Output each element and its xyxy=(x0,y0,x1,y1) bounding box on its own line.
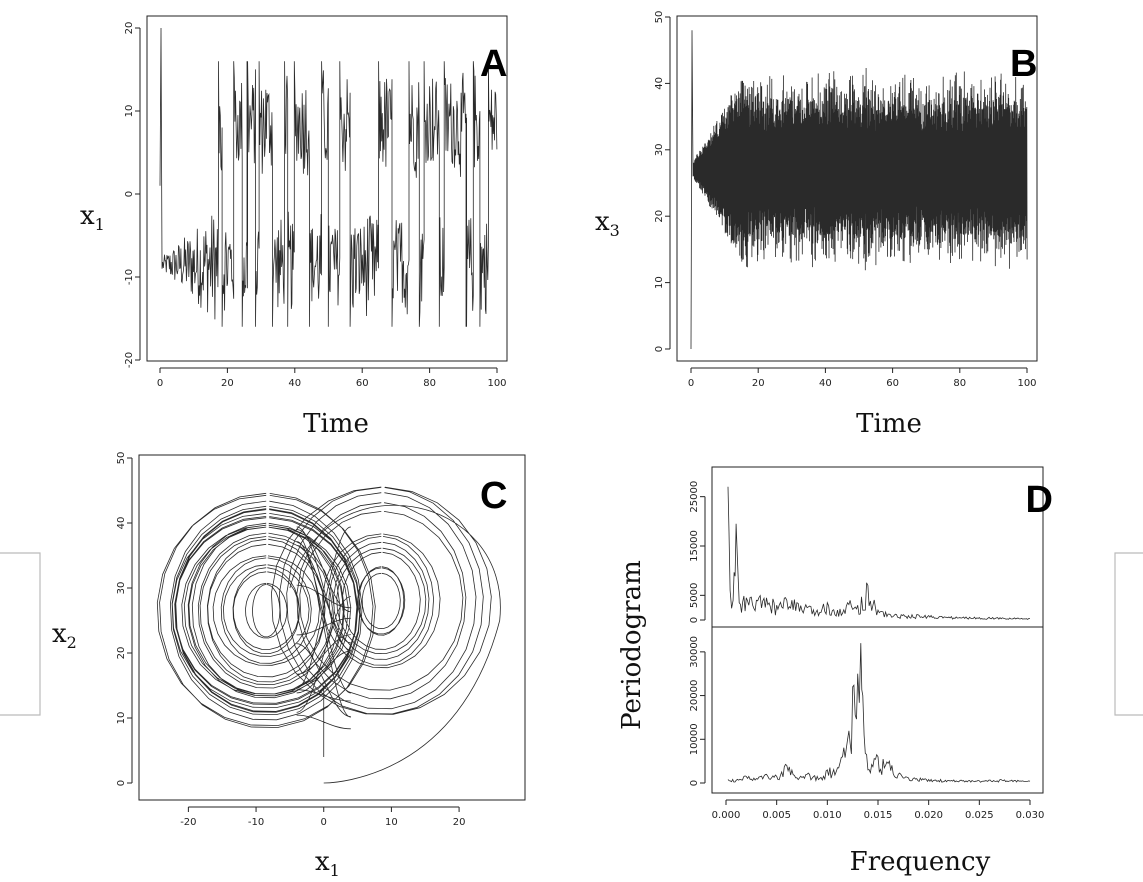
panel-a-x-tick-label: 20 xyxy=(221,378,234,389)
panel-b-x-tick-label: 0 xyxy=(688,378,694,389)
panel-b-axes: 0 20 40 60 80 100 0 10 20 30 40 50 xyxy=(654,11,1037,389)
panel-a-x-tick-label: 0 xyxy=(157,378,163,389)
panel-c-x-tick-label: 0 xyxy=(321,817,327,828)
panel-a-ylabel-main: x xyxy=(80,201,95,231)
panel-d-frame xyxy=(711,466,1044,794)
panel-c-y-tick-label: 20 xyxy=(116,647,127,660)
panel-a-x-tick-label: 40 xyxy=(288,378,301,389)
panel-b-ylabel-sub: 3 xyxy=(610,221,620,240)
panel-a-x-tick-label: 60 xyxy=(356,378,369,389)
panel-d-bottom-periodogram xyxy=(727,643,1031,783)
panel-b-x-tick-label: 20 xyxy=(752,378,765,389)
panel-d-bottom-y-tick-label: 0 xyxy=(689,780,700,786)
panel-a-ylabel-sub: 1 xyxy=(95,215,105,234)
panel-c-xlabel-main: x xyxy=(315,847,330,877)
panel-d-letter: D xyxy=(1026,479,1053,521)
panel-a-axes: 0 20 40 60 80 100 -20 -10 0 10 20 xyxy=(124,22,507,389)
panel-d-bottom-x-tick-label: 0.000 xyxy=(712,810,741,821)
panel-d-ylabel: Periodogram xyxy=(617,560,647,730)
panel-d-bottom-y-tick-label: 30000 xyxy=(689,636,700,668)
panel-c-ylabel-sub: 2 xyxy=(67,633,77,652)
panel-d-top-periodogram xyxy=(727,486,1030,620)
panel-c-axes: -20 -10 0 10 20 0 10 20 30 40 50 xyxy=(116,452,465,828)
panel-a-y-tick-label: 0 xyxy=(124,191,135,197)
panel-b-y-tick-label: 10 xyxy=(654,276,665,289)
panel-b-x-tick-label: 100 xyxy=(1017,378,1036,389)
panel-c-x-tick-label: -20 xyxy=(180,817,196,828)
panel-b-y-tick-label: 0 xyxy=(654,346,665,352)
panel-a: 0 20 40 60 80 100 -20 -10 0 10 20 A x1 Time xyxy=(80,15,508,439)
panel-d-top-y-tick-label: 15000 xyxy=(689,530,700,562)
panel-a-letter: A xyxy=(480,43,507,85)
panel-d-top-y-tick-label: 5000 xyxy=(689,583,700,608)
panel-b-x-tick-label: 80 xyxy=(953,378,966,389)
panel-c-y-tick-label: 40 xyxy=(116,517,127,530)
panel-a-y-tick-label: 10 xyxy=(124,105,135,118)
panel-a-x1-series xyxy=(159,27,498,327)
panel-a-y-tick-label: 20 xyxy=(124,22,135,35)
panel-b-letter: B xyxy=(1010,43,1037,85)
panel-c-x-tick-label: -10 xyxy=(248,817,264,828)
panel-a-ylabel: x1 xyxy=(80,201,105,234)
panel-b-ylabel: x3 xyxy=(595,207,620,240)
panel-b-y-tick-label: 20 xyxy=(654,210,665,223)
panel-b-frame xyxy=(676,15,1038,362)
panel-d-bottom-x-tick-label: 0.020 xyxy=(914,810,943,821)
panel-d-bottom-x-tick-label: 0.015 xyxy=(864,810,893,821)
panel-d-bottom-x-tick-label: 0.025 xyxy=(965,810,994,821)
panel-a-xlabel: Time xyxy=(303,409,369,439)
panel-d-axes: 0 5000 15000 25000 0.000 0.005 0.010 0.015 0.020… xyxy=(689,481,1044,821)
panel-b-y-tick-label: 40 xyxy=(654,77,665,90)
panel-c-y-tick-label: 30 xyxy=(116,582,127,595)
panel-c-x-tick-label: 20 xyxy=(453,817,466,828)
panel-b-xlabel: Time xyxy=(856,409,922,439)
panel-d-bottom-y-tick-label: 20000 xyxy=(689,680,700,712)
panel-a-y-tick-label: -10 xyxy=(124,269,135,285)
panel-b-x-tick-label: 60 xyxy=(886,378,899,389)
panel-d-top-y-tick-label: 25000 xyxy=(689,481,700,513)
panel-b-x3-series xyxy=(690,30,1028,350)
panel-d-bottom-x-tick-label: 0.030 xyxy=(1016,810,1045,821)
panel-d-bottom-y-tick-label: 10000 xyxy=(689,723,700,755)
panel-c-letter: C xyxy=(480,475,507,517)
panel-c-ylabel-main: x xyxy=(52,619,67,649)
panel-b-y-tick-label: 50 xyxy=(654,11,665,24)
panel-d-bottom-x-tick-label: 0.005 xyxy=(762,810,791,821)
panel-d: 0 5000 15000 25000 0.000 0.005 0.010 0.015 0.020… xyxy=(617,466,1053,877)
panel-a-x-tick-label: 100 xyxy=(487,378,506,389)
panel-c-frame xyxy=(138,454,526,801)
decorative-tab-right xyxy=(1114,552,1143,716)
panel-a-y-tick-label: -20 xyxy=(124,352,135,368)
panel-a-x-tick-label: 80 xyxy=(423,378,436,389)
panel-b-y-tick-label: 30 xyxy=(654,143,665,156)
decorative-tab-left xyxy=(0,552,41,716)
panel-d-top-y-tick-label: 0 xyxy=(689,617,700,623)
panel-c-y-tick-label: 0 xyxy=(116,780,127,786)
panel-c-ylabel: x2 xyxy=(52,619,77,652)
panel-d-xlabel: Frequency xyxy=(850,847,991,877)
panel-c-y-tick-label: 10 xyxy=(116,712,127,725)
panel-b-x-tick-label: 40 xyxy=(819,378,832,389)
panel-b-ylabel-main: x xyxy=(595,207,610,237)
panel-b: 0 20 40 60 80 100 0 10 20 30 40 50 B x3 Time xyxy=(595,11,1038,439)
panel-d-bottom-x-tick-label: 0.010 xyxy=(813,810,842,821)
panel-c-attractor-trajectory xyxy=(156,486,501,784)
panel-c-xlabel: x1 xyxy=(315,847,340,880)
panel-c-y-tick-label: 50 xyxy=(116,452,127,465)
panel-c-x-tick-label: 10 xyxy=(385,817,398,828)
panel-a-frame xyxy=(146,15,508,362)
panel-c-xlabel-sub: 1 xyxy=(330,861,340,880)
